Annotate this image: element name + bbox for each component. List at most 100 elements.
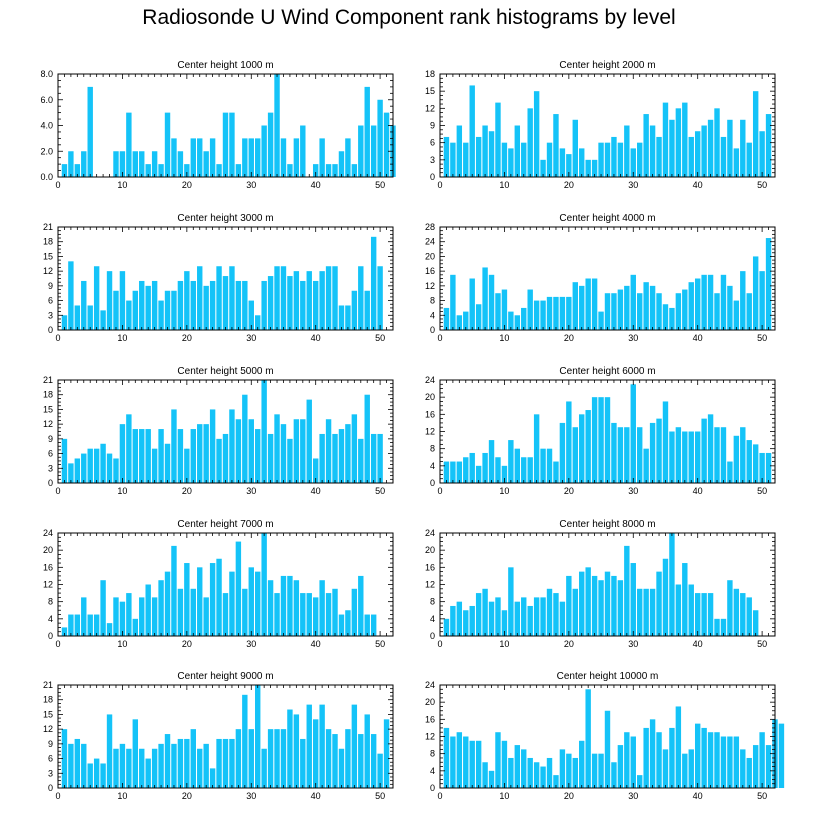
bar — [177, 588, 184, 636]
bar — [746, 142, 752, 177]
bar — [688, 584, 694, 636]
bar — [469, 278, 475, 330]
x-tick-label: 50 — [757, 333, 767, 343]
bar — [637, 775, 643, 789]
bar — [637, 293, 643, 330]
bar — [93, 614, 100, 636]
bar — [81, 280, 87, 330]
bar — [579, 285, 585, 330]
bar — [255, 429, 261, 483]
y-tick-label: 3 — [48, 310, 53, 320]
bar — [598, 397, 604, 483]
bar — [229, 112, 235, 178]
y-tick-label: 0 — [48, 325, 53, 335]
bar — [235, 541, 242, 636]
bar — [746, 293, 752, 330]
bar — [682, 431, 688, 483]
bar — [184, 738, 190, 788]
bar — [293, 138, 300, 178]
bar — [306, 271, 312, 330]
y-tick-label: 12 — [425, 732, 435, 742]
y-tick-label: 6 — [48, 296, 53, 306]
bar — [306, 593, 312, 636]
bar — [694, 593, 701, 636]
bar — [209, 563, 216, 636]
bar — [158, 743, 164, 788]
bar — [720, 618, 727, 636]
bar — [727, 461, 733, 483]
y-tick-label: 9 — [48, 434, 53, 444]
bar — [248, 567, 254, 636]
bar — [649, 719, 656, 788]
bar — [598, 753, 604, 788]
x-tick-label: 10 — [499, 180, 509, 190]
y-tick-label: 24 — [425, 528, 435, 538]
bar — [495, 457, 501, 483]
x-tick-label: 0 — [55, 791, 60, 801]
bar — [81, 743, 87, 788]
bar — [546, 296, 553, 330]
y-tick-label: 4.0 — [40, 121, 53, 131]
bar — [216, 164, 222, 178]
bar — [611, 293, 617, 330]
bar — [662, 749, 669, 789]
bar — [242, 138, 248, 178]
bar — [566, 296, 572, 330]
panel-8: Center height 8000 m 0 10 20 30 40 50 0 4 8 12 16 20… — [425, 519, 776, 649]
bar — [287, 709, 293, 788]
y-tick-label: 12 — [43, 266, 53, 276]
x-tick-label: 50 — [757, 486, 767, 496]
y-tick-label: 12 — [425, 427, 435, 437]
bar — [164, 734, 171, 788]
y-tick-label: 20 — [425, 392, 435, 402]
bar — [235, 419, 242, 483]
bar — [443, 618, 450, 636]
bar — [604, 293, 611, 330]
bar — [463, 311, 469, 330]
bar — [235, 280, 242, 330]
x-tick-label: 20 — [182, 333, 192, 343]
bar — [293, 714, 300, 788]
x-tick-label: 0 — [437, 791, 442, 801]
y-tick-label: 4 — [430, 614, 435, 624]
bar — [553, 114, 559, 177]
bar — [521, 307, 527, 330]
bar — [533, 762, 540, 788]
bar — [701, 274, 707, 330]
bar — [740, 427, 746, 483]
bar — [248, 300, 254, 330]
y-tick-label: 20 — [425, 251, 435, 261]
bar — [450, 274, 456, 330]
bar — [93, 448, 100, 483]
bar — [752, 91, 759, 177]
bar — [624, 125, 630, 177]
bar — [300, 738, 306, 788]
x-tick-label: 40 — [693, 791, 703, 801]
bar — [267, 433, 274, 483]
bar — [443, 307, 450, 330]
bar — [488, 601, 495, 636]
bar — [591, 278, 598, 330]
bar — [267, 580, 274, 636]
bar — [450, 142, 456, 177]
bar — [222, 593, 229, 636]
bar — [553, 461, 559, 483]
bar — [759, 732, 765, 788]
bar — [364, 714, 370, 788]
panel-title: Center height 9000 m — [177, 671, 273, 682]
bar — [158, 300, 164, 330]
bar — [280, 729, 287, 788]
bar — [694, 278, 701, 330]
x-tick-label: 50 — [375, 486, 385, 496]
bar — [351, 290, 358, 330]
panel-title: Center height 10000 m — [557, 671, 659, 682]
bar — [566, 401, 572, 483]
bar — [164, 571, 171, 637]
bar — [145, 429, 151, 483]
bar — [508, 311, 514, 330]
bar — [604, 571, 611, 637]
bar — [261, 125, 267, 177]
bar — [209, 409, 216, 483]
bar — [694, 723, 701, 789]
bar — [293, 580, 300, 636]
